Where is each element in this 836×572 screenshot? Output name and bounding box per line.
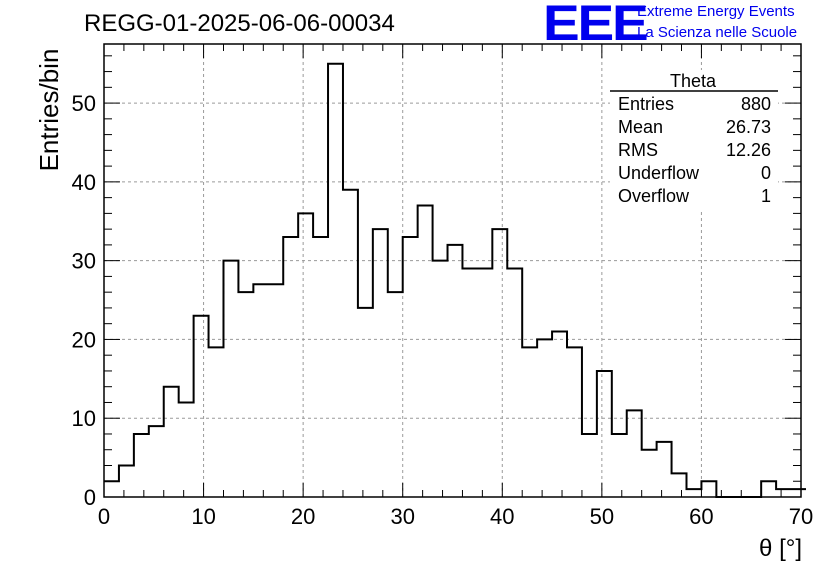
stats-row-value: 12.26 bbox=[726, 140, 771, 160]
x-tick-label: 50 bbox=[590, 504, 614, 529]
stats-row-value: 26.73 bbox=[726, 117, 771, 137]
stats-row-value: 1 bbox=[761, 186, 771, 206]
x-tick-label: 20 bbox=[291, 504, 315, 529]
stats-row-value: 880 bbox=[741, 94, 771, 114]
y-tick-label: 0 bbox=[84, 485, 96, 510]
x-tick-label: 60 bbox=[689, 504, 713, 529]
axis-ticks bbox=[103, 44, 802, 498]
x-tick-label: 70 bbox=[789, 504, 813, 529]
plot-frame bbox=[103, 43, 802, 498]
y-tick-label: 30 bbox=[72, 249, 96, 274]
y-tick-label: 10 bbox=[72, 406, 96, 431]
logo-caption-line2: La Scienza nelle Scuole bbox=[637, 24, 798, 41]
stats-row-value: 0 bbox=[761, 163, 771, 183]
y-tick-label: 40 bbox=[72, 170, 96, 195]
stats-row-label: Entries bbox=[618, 94, 674, 114]
y-tick-label: 20 bbox=[72, 327, 96, 352]
stats-row-label: Overflow bbox=[618, 186, 690, 206]
histogram-step-line bbox=[104, 62, 806, 498]
y-tick-label: 50 bbox=[72, 91, 96, 116]
chart-title: REGG-01-2025-06-06-00034 bbox=[84, 10, 395, 37]
eee-logo: EEE bbox=[543, 0, 649, 51]
stats-title: Theta bbox=[670, 71, 717, 91]
x-tick-label: 0 bbox=[98, 504, 110, 529]
stats-row-label: RMS bbox=[618, 140, 658, 160]
stats-row-label: Underflow bbox=[618, 163, 700, 183]
x-axis-label: θ [°] bbox=[759, 535, 802, 562]
x-tick-label: 30 bbox=[390, 504, 414, 529]
stats-box: Theta Entries 880 Mean 26.73 RMS 12.26 Underflo… bbox=[610, 70, 778, 210]
x-tick-label: 10 bbox=[191, 504, 215, 529]
stats-box-bg bbox=[610, 70, 778, 210]
stats-row-label: Mean bbox=[618, 117, 663, 137]
x-tick-label: 40 bbox=[490, 504, 514, 529]
logo-caption-line1: Extreme Energy Events bbox=[637, 3, 795, 20]
grid-lines bbox=[104, 44, 801, 497]
